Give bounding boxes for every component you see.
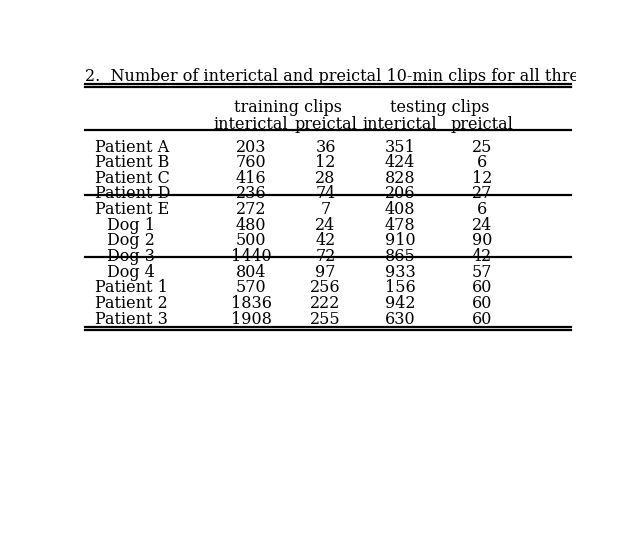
Text: preictal: preictal — [451, 116, 513, 133]
Text: Dog 1: Dog 1 — [108, 217, 156, 233]
Text: 25: 25 — [472, 139, 492, 156]
Text: 203: 203 — [236, 139, 266, 156]
Text: preictal: preictal — [294, 116, 357, 133]
Text: 1440: 1440 — [231, 248, 271, 265]
Text: Patient 1: Patient 1 — [95, 279, 168, 296]
Text: 24: 24 — [472, 217, 492, 233]
Text: 828: 828 — [385, 170, 415, 187]
Text: 7: 7 — [321, 201, 331, 218]
Text: 42: 42 — [472, 248, 492, 265]
Text: 97: 97 — [316, 264, 336, 280]
Text: 910: 910 — [385, 232, 415, 250]
Text: Patient D: Patient D — [95, 185, 170, 203]
Text: 630: 630 — [385, 311, 415, 327]
Text: 12: 12 — [316, 154, 336, 171]
Text: 36: 36 — [316, 139, 336, 156]
Text: 933: 933 — [385, 264, 415, 280]
Text: 72: 72 — [316, 248, 336, 265]
Text: 1908: 1908 — [230, 311, 271, 327]
Text: Dog 2: Dog 2 — [108, 232, 155, 250]
Text: 60: 60 — [472, 295, 492, 312]
Text: 42: 42 — [316, 232, 335, 250]
Text: 24: 24 — [316, 217, 335, 233]
Text: Patient A: Patient A — [95, 139, 169, 156]
Text: 804: 804 — [236, 264, 266, 280]
Text: 408: 408 — [385, 201, 415, 218]
Text: 28: 28 — [316, 170, 336, 187]
Text: 570: 570 — [236, 279, 266, 296]
Text: 865: 865 — [385, 248, 415, 265]
Text: 272: 272 — [236, 201, 266, 218]
Text: 416: 416 — [236, 170, 266, 187]
Text: 2.  Number of interictal and preictal 10-min clips for all three da: 2. Number of interictal and preictal 10-… — [85, 68, 613, 86]
Text: 74: 74 — [316, 185, 336, 203]
Text: 500: 500 — [236, 232, 266, 250]
Text: Patient E: Patient E — [95, 201, 169, 218]
Text: interictal: interictal — [363, 116, 437, 133]
Text: Patient B: Patient B — [95, 154, 169, 171]
Text: 478: 478 — [385, 217, 415, 233]
Text: Patient 3: Patient 3 — [95, 311, 168, 327]
Text: 6: 6 — [477, 201, 487, 218]
Text: testing clips: testing clips — [390, 99, 490, 116]
Text: 256: 256 — [310, 279, 341, 296]
Text: 1836: 1836 — [230, 295, 271, 312]
Text: interictal: interictal — [214, 116, 289, 133]
Text: 60: 60 — [472, 311, 492, 327]
Text: 236: 236 — [236, 185, 266, 203]
Text: 760: 760 — [236, 154, 266, 171]
Text: 480: 480 — [236, 217, 266, 233]
Text: 6: 6 — [477, 154, 487, 171]
Text: 60: 60 — [472, 279, 492, 296]
Text: Dog 3: Dog 3 — [108, 248, 156, 265]
Text: Patient C: Patient C — [95, 170, 170, 187]
Text: 351: 351 — [385, 139, 415, 156]
Text: 57: 57 — [472, 264, 492, 280]
Text: 942: 942 — [385, 295, 415, 312]
Text: 255: 255 — [310, 311, 341, 327]
Text: 90: 90 — [472, 232, 492, 250]
Text: 27: 27 — [472, 185, 492, 203]
Text: 424: 424 — [385, 154, 415, 171]
Text: 222: 222 — [310, 295, 340, 312]
Text: training clips: training clips — [234, 99, 342, 116]
Text: 206: 206 — [385, 185, 415, 203]
Text: Patient 2: Patient 2 — [95, 295, 168, 312]
Text: 156: 156 — [385, 279, 415, 296]
Text: Dog 4: Dog 4 — [108, 264, 155, 280]
Text: 12: 12 — [472, 170, 492, 187]
